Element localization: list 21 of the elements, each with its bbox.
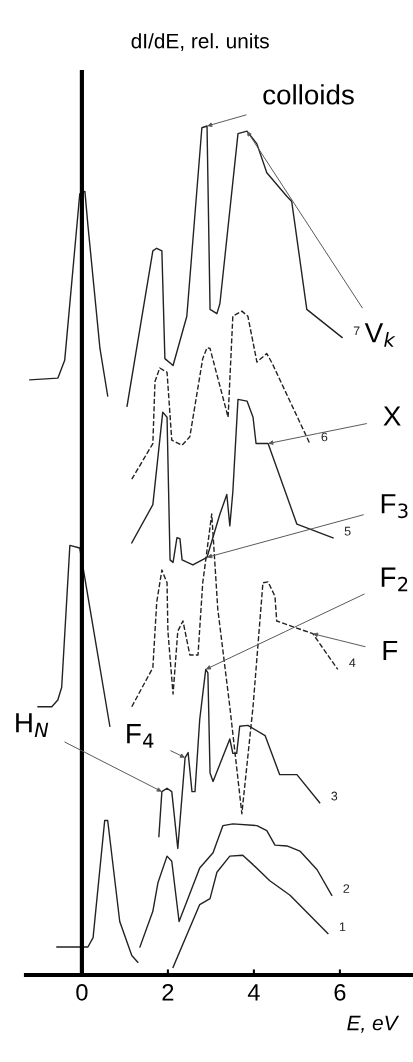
annotation: H$_{N}$: [16, 713, 49, 737]
series-label: 6: [321, 432, 328, 442]
annotation: F: [383, 640, 398, 660]
x-tick-label: 4: [247, 984, 260, 1001]
x-tick-label: 0: [76, 983, 88, 1001]
series-label: 2: [343, 884, 350, 893]
y-axis-title: dI/dE, rel. units: [131, 33, 269, 51]
annotation: F$_{4}$: [127, 724, 154, 748]
annotation: F$_{3}$: [381, 494, 408, 519]
annotation: F$_{2}$: [381, 567, 408, 592]
series-label: 1: [339, 922, 346, 932]
series-label: 4: [349, 658, 356, 668]
annotation: X: [383, 406, 401, 426]
x-tick-label: 2: [162, 983, 174, 1001]
x-axis-title: E, eV: [347, 1015, 400, 1033]
annotation: colloids: [263, 84, 354, 105]
x-tick-label: 6: [334, 983, 346, 1001]
annotation: V$_{k}$: [364, 323, 396, 347]
series-label: 7: [353, 326, 360, 336]
series-label: 5: [344, 526, 351, 536]
series-label: 3: [331, 791, 338, 801]
